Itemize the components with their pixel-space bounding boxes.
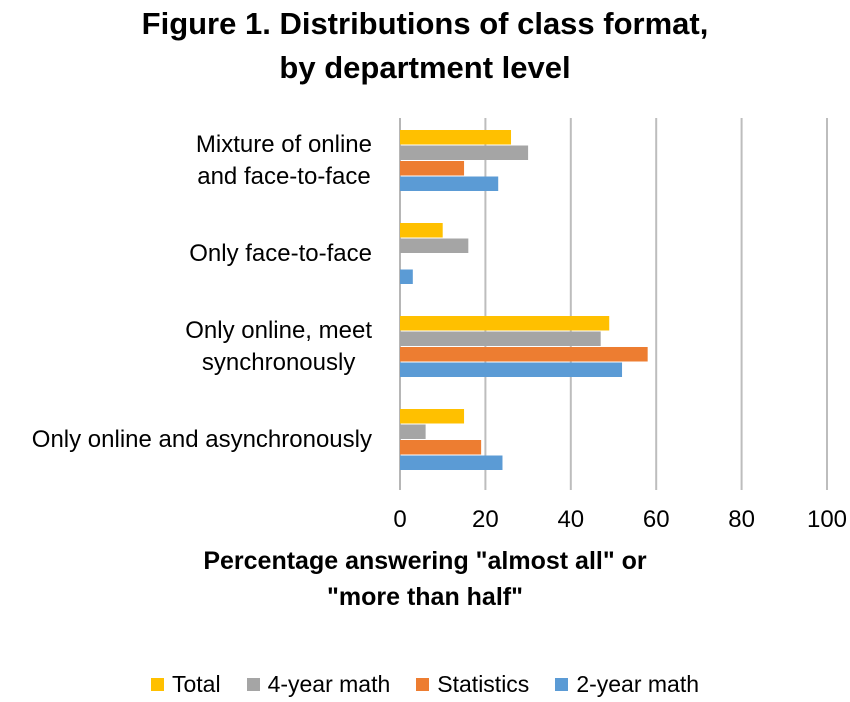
bar [400,130,512,145]
bar [400,440,482,455]
category-label: Only online, meet synchronously [185,315,372,379]
legend-label: 2-year math [576,671,700,697]
chart-title-line-1: Figure 1. Distributions of class format, [141,6,709,41]
category-label: Only face-to-face [189,238,372,270]
x-tick-label: 100 [807,506,847,533]
legend-swatch [416,677,430,691]
category-label: Mixture of online and face-to-face [196,129,372,193]
chart-title-line-2: by department level [279,50,571,85]
legend-label: 4-year math [267,671,391,697]
legend-swatch [555,677,569,691]
category-label-line: Only online and asynchronously [31,425,372,453]
legend: Total 4-year math Statistics 2-year math [0,669,850,699]
bar [400,269,413,284]
bar [400,316,610,331]
category-label-line: Only face-to-face [189,239,372,267]
category-label-line: and face-to-face [197,162,371,190]
x-axis-label-line-2: "more than half" [327,583,523,611]
chart-title: Figure 1. Distributions of class format,… [0,2,850,90]
bar [400,176,499,191]
bar [400,362,623,377]
bar [400,238,469,253]
x-axis-label-line-1: Percentage answering "almost all" or [203,547,647,575]
bar [400,347,648,362]
category-label-line: Only online, meet [185,316,372,344]
bars [400,130,648,470]
bar [400,424,426,439]
bar [400,161,465,176]
category-label-line: synchronously [201,348,356,376]
category-label: Only online and asynchronously [32,424,372,456]
legend-label: Statistics [437,671,530,697]
legend-item: 2-year math [555,669,699,699]
x-tick-label: 0 [393,506,406,533]
x-tick-label: 20 [472,506,499,533]
bar [400,455,503,470]
legend-item: Statistics [416,669,529,699]
x-tick-label: 40 [557,506,584,533]
category-label-line: Mixture of online [195,130,372,158]
x-tick-labels: 0 20 40 60 80 100 [393,506,847,533]
legend-item: Total [150,669,221,699]
legend-item: 4-year math [246,669,391,699]
bar [400,145,529,160]
legend-swatch [246,677,260,691]
bar [400,223,443,238]
bar [400,331,601,346]
x-tick-label: 80 [728,506,755,533]
legend-label: Total [171,671,221,697]
legend-swatch [150,677,164,691]
x-axis-label: Percentage answering "almost all" or "mo… [0,543,850,615]
x-tick-label: 60 [643,506,670,533]
bar [400,409,465,424]
